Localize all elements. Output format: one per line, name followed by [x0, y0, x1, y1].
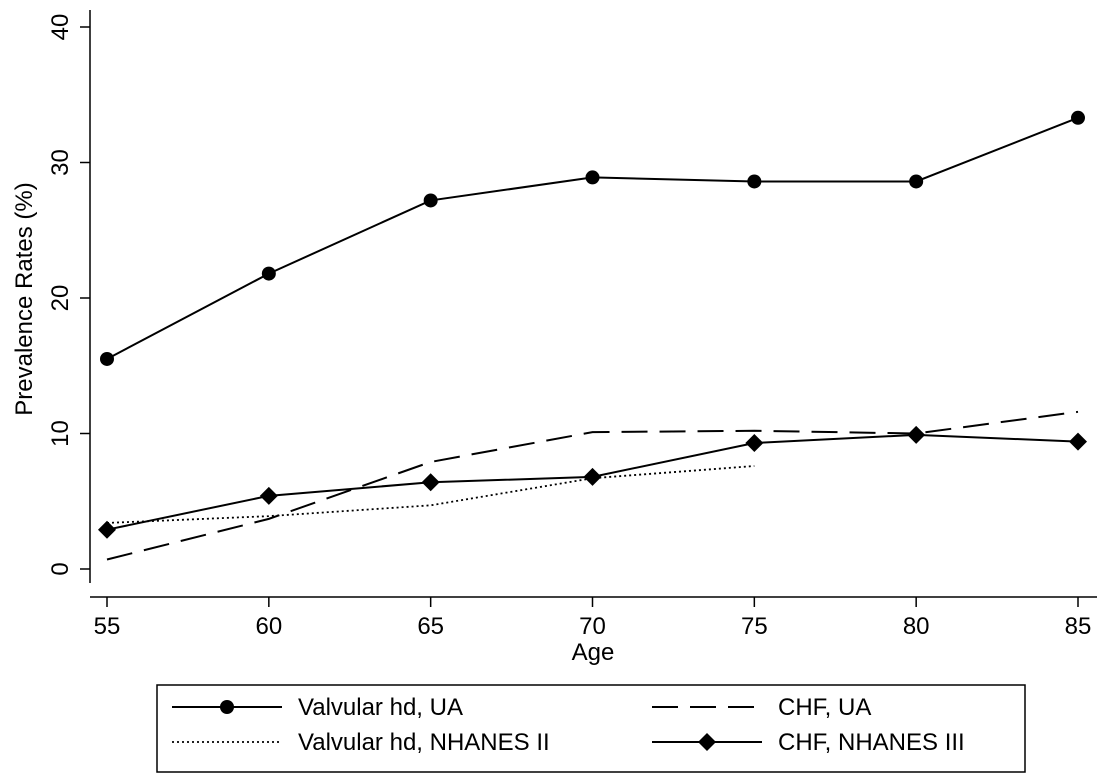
series-1 [100, 110, 1085, 366]
data-point [745, 433, 764, 452]
x-tick-label: 60 [255, 613, 282, 640]
legend-item-3: Valvular hd, NHANES II [172, 729, 550, 756]
legend-item-1: Valvular hd, UA [172, 694, 463, 721]
data-point [1069, 432, 1087, 451]
data-point [98, 520, 116, 539]
data-point [747, 174, 762, 189]
legend-marker [220, 700, 234, 714]
x-tick-label: 65 [417, 613, 444, 640]
y-tick-label: 20 [47, 285, 74, 312]
x-tick-label: 55 [94, 613, 121, 640]
series-layer [98, 110, 1087, 561]
data-point [909, 174, 924, 189]
y-tick-label: 40 [47, 14, 74, 41]
data-point [261, 266, 276, 281]
series-line [106, 410, 1079, 561]
series-line [106, 116, 1079, 360]
legend-item-2: CHF, UA [652, 694, 871, 721]
data-point [583, 467, 602, 486]
data-point [100, 351, 114, 366]
data-point [585, 170, 600, 185]
x-tick-label: 80 [903, 613, 930, 640]
legend-label: Valvular hd, NHANES II [298, 729, 550, 756]
x-tick-label: 70 [579, 613, 606, 640]
data-point [907, 425, 926, 444]
series-2 [106, 410, 1079, 561]
data-point [1071, 110, 1085, 125]
legend-box [156, 684, 1026, 773]
y-axis-label: Prevalence Rates (%) [11, 182, 38, 415]
data-point [421, 473, 440, 492]
data-point [423, 193, 438, 208]
x-axis-label: Age [572, 639, 615, 666]
legend: Valvular hd, UA CHF, UA Valvular hd, NHANE… [156, 684, 1026, 773]
legend-label: Valvular hd, UA [298, 694, 463, 721]
data-point [259, 486, 278, 505]
x-tick-label: 85 [1065, 613, 1092, 640]
axes: 0 10 20 30 40 55 60 65 70 75 80 85 [47, 10, 1097, 640]
y-tick-label: 10 [47, 420, 74, 447]
x-tick-label: 75 [741, 613, 768, 640]
y-tick-label: 0 [47, 562, 74, 575]
legend-label: CHF, NHANES III [778, 729, 965, 756]
legend-item-4: CHF, NHANES III [652, 729, 965, 756]
legend-marker [698, 733, 716, 751]
series-4 [98, 425, 1087, 539]
y-tick-label: 30 [47, 149, 74, 176]
legend-label: CHF, UA [778, 694, 871, 721]
